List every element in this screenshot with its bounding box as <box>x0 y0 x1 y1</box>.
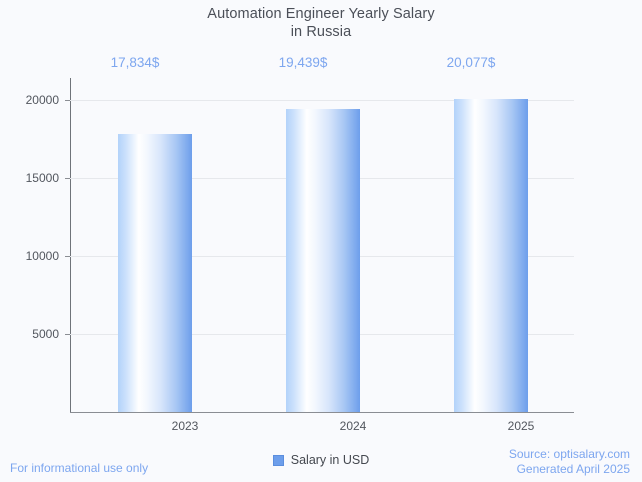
chart-title: Automation Engineer Yearly Salary in Rus… <box>0 5 642 41</box>
legend-item-salary-in-usd[interactable]: Salary in USD <box>290 453 370 467</box>
y-tick-mark-10000 <box>65 256 70 257</box>
y-tick-label-10000: 10000 <box>25 249 59 263</box>
bar-2023[interactable] <box>118 134 192 412</box>
x-tick-label-2023: 2023 <box>171 419 199 433</box>
chart-legend: Salary in USD <box>0 453 642 467</box>
x-axis-line <box>70 412 574 413</box>
data-label-2023: 17,834$ <box>110 55 160 70</box>
bar-2025[interactable] <box>454 99 528 412</box>
source-text: Source: optisalary.com <box>508 447 630 461</box>
y-tick-label-15000: 15000 <box>25 171 59 185</box>
y-tick-mark-20000 <box>65 100 70 101</box>
y-tick-mark-5000 <box>65 334 70 335</box>
y-tick-mark-15000 <box>65 178 70 179</box>
source-credit: Source: optisalary.com Generated April 2… <box>509 447 630 477</box>
y-axis-line <box>70 78 71 413</box>
gridline-20000 <box>70 100 574 101</box>
legend-swatch-icon <box>272 454 284 466</box>
x-tick-label-2024: 2024 <box>339 419 367 433</box>
y-tick-label-5000: 5000 <box>32 327 59 341</box>
plot-area <box>65 78 574 412</box>
chart-title-line-2: in Russia <box>290 24 352 40</box>
data-label-2025: 20,077$ <box>446 55 496 70</box>
generated-text: Generated April 2025 <box>516 462 630 476</box>
chart-title-line-1: Automation Engineer Yearly Salary <box>207 6 435 22</box>
data-label-2024: 19,439$ <box>278 55 328 70</box>
x-tick-label-2025: 2025 <box>507 419 535 433</box>
disclaimer-text: For informational use only <box>10 461 149 475</box>
bar-2024[interactable] <box>286 109 360 412</box>
y-tick-label-20000: 20000 <box>25 93 59 107</box>
